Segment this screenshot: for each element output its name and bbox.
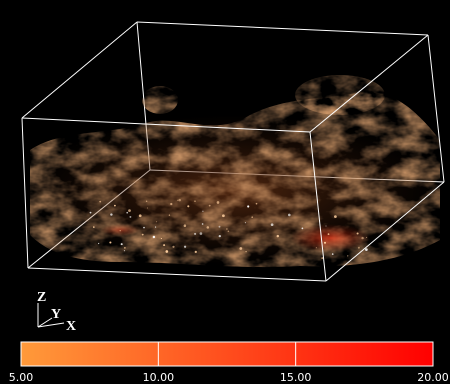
- x-axis-label: X: [66, 319, 76, 334]
- particle-point: [163, 244, 166, 247]
- particle-point: [365, 248, 368, 251]
- volume-render-canvas: Z Y X: [21, 21, 445, 334]
- particle-point: [334, 215, 337, 218]
- hotspot-region: [290, 224, 370, 252]
- particle-point: [227, 230, 230, 233]
- particle-point: [124, 247, 126, 249]
- particle-point: [155, 226, 157, 228]
- particle-point: [239, 247, 243, 250]
- particle-point: [201, 223, 204, 225]
- particle-point: [321, 257, 324, 260]
- particle-point: [146, 207, 148, 209]
- particle-point: [202, 210, 204, 212]
- particle-point: [128, 209, 131, 212]
- particle-point: [361, 236, 364, 240]
- particle-point: [114, 204, 116, 207]
- particle-point: [141, 233, 144, 236]
- axis-triad: [37, 303, 65, 328]
- particle-point: [194, 250, 197, 254]
- particle-point: [177, 199, 179, 201]
- particle-point: [145, 200, 148, 202]
- particle-point: [206, 226, 210, 229]
- particle-point: [357, 246, 360, 249]
- particle-point: [152, 235, 156, 239]
- particle-point: [347, 255, 349, 257]
- colorbar-graphic: [20, 341, 434, 367]
- particle-point: [327, 233, 330, 235]
- particle-point: [199, 232, 203, 235]
- particle-point: [93, 226, 95, 228]
- particle-point: [331, 253, 334, 255]
- particle-point: [247, 205, 250, 208]
- z-axis-label: Z: [37, 290, 46, 305]
- particle-point: [251, 216, 253, 218]
- particle-point: [222, 214, 225, 218]
- particle-point: [194, 200, 196, 202]
- y-axis-label: Y: [51, 307, 61, 322]
- particle-point: [323, 241, 327, 244]
- particle-point: [123, 250, 125, 252]
- particle-point: [99, 200, 102, 203]
- particle-point: [276, 234, 280, 238]
- particle-point: [170, 202, 173, 206]
- particle-point: [126, 211, 129, 214]
- particle-point: [315, 247, 317, 249]
- colorbar-tick-label: 20.00: [417, 371, 449, 384]
- bright-particles: [89, 198, 368, 260]
- particle-point: [270, 223, 274, 227]
- particle-point: [366, 236, 368, 238]
- particle-point: [226, 228, 228, 230]
- particle-point: [168, 214, 171, 216]
- particle-point: [301, 227, 304, 230]
- particle-point: [165, 250, 169, 253]
- particle-point: [120, 243, 123, 246]
- particle-point: [287, 213, 291, 217]
- particle-point: [255, 202, 258, 205]
- particle-point: [194, 232, 197, 235]
- bounding-box-front: [21, 21, 445, 282]
- colorbar-tick-label: 15.00: [279, 371, 312, 384]
- particle-point: [156, 221, 158, 223]
- particle-point: [244, 222, 246, 224]
- particle-point: [218, 225, 221, 228]
- particle-point: [178, 198, 181, 202]
- particle-point: [129, 215, 132, 218]
- particle-point: [218, 234, 221, 238]
- volume-cloud: [25, 75, 445, 268]
- colorbar-tick-label: 10.00: [142, 371, 175, 384]
- colorbar: [0, 338, 450, 383]
- particle-point: [160, 238, 162, 240]
- particle-point: [183, 245, 187, 248]
- particle-point: [89, 211, 92, 214]
- particle-point: [187, 205, 190, 208]
- particle-point: [172, 245, 175, 248]
- particle-point: [143, 226, 145, 229]
- colorbar-dividers: [157, 342, 297, 366]
- particle-point: [245, 250, 247, 253]
- particle-point: [356, 232, 359, 235]
- particle-point: [208, 204, 211, 207]
- particle-point: [183, 224, 187, 227]
- x-axis-line: [37, 322, 65, 328]
- colorbar-gradient: [20, 341, 434, 367]
- volume-render-viewport[interactable]: Z Y X: [0, 0, 450, 340]
- colorbar-tick-label: 5.00: [8, 371, 34, 384]
- particle-point: [138, 214, 142, 218]
- particle-point: [325, 225, 327, 227]
- particle-point: [216, 201, 220, 204]
- particle-point: [97, 242, 100, 245]
- particle-point: [110, 213, 113, 216]
- y-axis-line: [37, 317, 53, 328]
- particle-point: [109, 241, 112, 244]
- particle-point: [119, 230, 121, 232]
